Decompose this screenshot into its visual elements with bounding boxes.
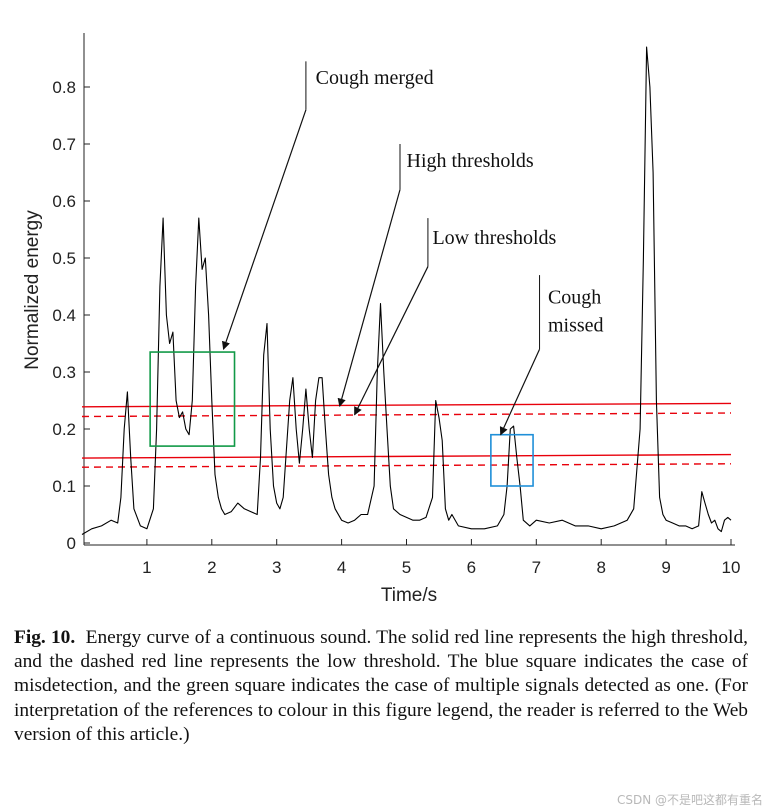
y-tick-label: 0.6	[52, 192, 76, 211]
y-tick-label: 0.7	[52, 135, 76, 154]
x-tick-label: 8	[596, 558, 605, 577]
annotation-arrow	[499, 348, 541, 436]
annotation-arrow	[221, 109, 307, 350]
x-tick-label: 9	[661, 558, 670, 577]
y-tick-label: 0.8	[52, 78, 76, 97]
watermark: CSDN @不是吧这都有重名	[616, 793, 763, 807]
y-tick-label: 0.5	[52, 249, 76, 268]
annotations: Cough merged High thresholds Low threshold…	[221, 61, 604, 436]
high-threshold-upper-line	[81, 402, 732, 408]
x-tick-label: 5	[402, 558, 411, 577]
y-axis-label: Normalized energy	[22, 210, 43, 370]
annotation-label: missed	[548, 315, 604, 337]
x-tick-label: 7	[532, 558, 541, 577]
energy-chart: 0 0.1 0.2 0.3 0.4 0.5 0.6 0.7 0.8 1 2 3 4 5 6 7 8 9 10 Cou…	[22, 33, 740, 606]
annotation-arrow	[337, 189, 401, 408]
annotation-label: Low thresholds	[432, 227, 556, 249]
y-tick-label: 0.4	[52, 306, 76, 325]
annotation-label: High thresholds	[407, 150, 534, 172]
x-tick-label: 2	[207, 558, 216, 577]
low-threshold-upper-line	[81, 412, 732, 418]
high-threshold-lower-line	[81, 453, 732, 459]
low-threshold-lower-line	[81, 463, 732, 468]
cough-missed-box	[490, 433, 534, 487]
annotation-label: Cough	[548, 287, 601, 309]
y-tick-label: 0.1	[52, 477, 76, 496]
x-tick-label: 3	[272, 558, 281, 577]
x-tick-label: 6	[467, 558, 476, 577]
threshold-lines	[81, 402, 732, 468]
cough-merged-box	[149, 351, 236, 447]
x-tick-label: 10	[722, 558, 741, 577]
energy-curve	[81, 46, 732, 535]
y-tick-label: 0.3	[52, 363, 76, 382]
energy-curve-group	[81, 46, 732, 535]
highlight-boxes	[149, 351, 534, 487]
annotation-arrow	[354, 266, 429, 416]
y-tick-label: 0.2	[52, 420, 76, 439]
x-axis-label: Time/s	[381, 585, 437, 606]
annotation-label: Cough merged	[316, 67, 434, 89]
y-tick-label: 0	[67, 534, 76, 553]
figure-label: Fig. 10.	[14, 627, 76, 648]
figure-caption: Fig. 10. Energy curve of a continuous so…	[14, 626, 748, 747]
x-tick-label: 1	[142, 558, 151, 577]
caption-text: Energy curve of a continuous sound. The …	[14, 627, 748, 745]
x-tick-label: 4	[337, 558, 346, 577]
chart-axes: 0 0.1 0.2 0.3 0.4 0.5 0.6 0.7 0.8 1 2 3 4 5 6 7 8 9 10	[52, 33, 740, 577]
